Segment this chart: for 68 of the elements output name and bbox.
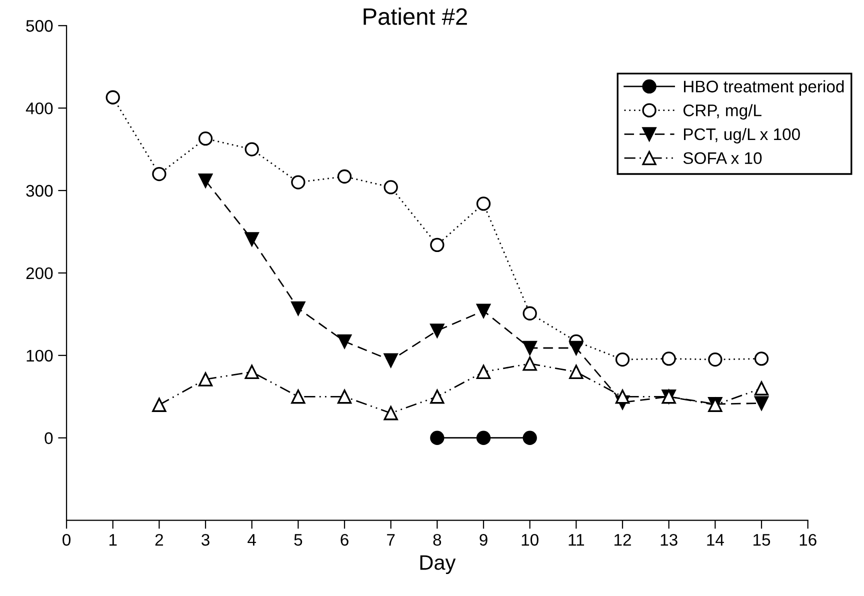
x-tick-label: 15 <box>754 534 770 546</box>
point <box>476 304 491 318</box>
x-tick-label: 7 <box>387 534 395 546</box>
y-tick-label: 0 <box>44 432 53 444</box>
point <box>708 352 722 367</box>
point <box>337 390 352 404</box>
point <box>430 390 444 404</box>
x-tick-label: 12 <box>614 534 631 546</box>
chart-title: Patient #2 <box>364 8 467 25</box>
point <box>106 90 120 104</box>
x-axis-title: Day <box>420 555 456 574</box>
point <box>291 175 306 190</box>
point <box>569 364 584 379</box>
point <box>662 352 676 366</box>
point <box>430 430 444 445</box>
point <box>291 301 306 316</box>
legend-label: HBO treatment period <box>684 80 844 96</box>
point <box>754 396 769 410</box>
point <box>522 356 537 371</box>
y-tick-label: 100 <box>26 350 53 362</box>
point <box>291 390 306 404</box>
x-tick-label: 5 <box>294 534 302 546</box>
x-tick-label: 9 <box>480 534 488 546</box>
point <box>615 352 630 367</box>
point <box>569 340 584 356</box>
x-tick-label: 11 <box>568 534 584 546</box>
point <box>430 324 444 338</box>
point <box>384 180 398 194</box>
point <box>244 142 259 156</box>
point <box>522 340 537 356</box>
point <box>476 196 491 211</box>
legend-label: CRP, mg/L <box>683 104 762 120</box>
x-tick-label: 10 <box>522 534 538 546</box>
y-tick-label: 300 <box>26 184 53 197</box>
x-tick-label: 13 <box>660 534 678 546</box>
point <box>615 390 630 404</box>
point <box>152 398 166 412</box>
point <box>152 166 166 182</box>
point <box>384 353 398 368</box>
point <box>198 131 213 146</box>
x-tick-label: 16 <box>800 534 816 546</box>
legend-label: SOFA x 10 <box>683 152 762 164</box>
point <box>244 364 259 379</box>
point <box>198 174 213 188</box>
legend-label: PCT, ug/L x 100 <box>684 128 800 144</box>
point <box>384 406 398 420</box>
y-tick-label: 200 <box>26 267 53 280</box>
point <box>337 334 352 348</box>
point <box>430 238 444 252</box>
y-tick-label: 500 <box>26 20 53 32</box>
x-tick-label: 0 <box>62 534 71 546</box>
y-tick-label: 400 <box>26 102 53 114</box>
point <box>476 430 491 445</box>
point <box>754 352 769 366</box>
point <box>244 232 259 246</box>
x-tick-label: 3 <box>202 534 210 546</box>
point <box>522 306 537 320</box>
x-tick-label: 6 <box>340 534 348 546</box>
x-tick-label: 1 <box>109 534 117 546</box>
point <box>476 364 491 379</box>
point <box>754 381 769 396</box>
point <box>198 372 213 386</box>
point <box>522 430 537 445</box>
x-tick-label: 4 <box>248 534 256 546</box>
x-tick-label: 2 <box>155 534 163 546</box>
point <box>337 169 352 184</box>
x-tick-label: 8 <box>433 534 442 546</box>
x-tick-label: 14 <box>707 534 724 546</box>
